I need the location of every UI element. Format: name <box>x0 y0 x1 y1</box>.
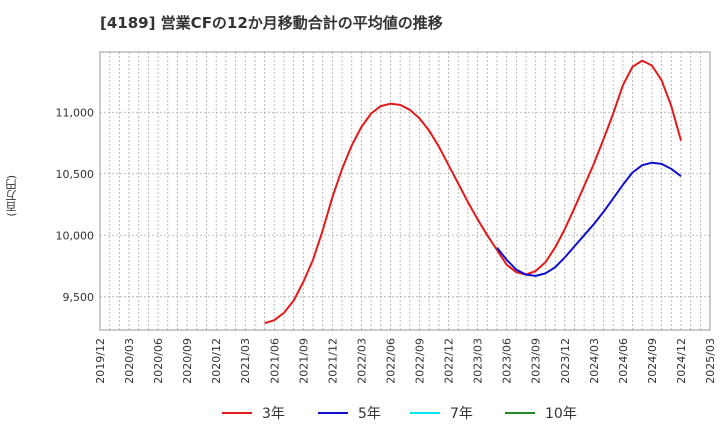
legend-label: 7年 <box>450 406 473 422</box>
x-tick-label: 2023/12 <box>559 338 572 384</box>
series-line-5年 <box>496 161 682 277</box>
y-tick-label: 11,000 <box>56 106 95 119</box>
x-tick-label: 2020/09 <box>181 338 194 384</box>
x-tick-label: 2020/03 <box>123 338 136 384</box>
x-tick-label: 2023/03 <box>472 338 485 384</box>
y-tick-label: 10,500 <box>56 168 95 181</box>
x-tick-label: 2021/09 <box>297 338 310 384</box>
x-tick-labels: 2019/12 2020/03 2020/06 2020/09 2020/12 2021/… <box>94 338 717 384</box>
x-tick-label: 2024/09 <box>646 338 659 384</box>
y-tick-labels: 9,500 10,000 10,500 11,000 <box>56 106 95 304</box>
x-tick-label: 2021/03 <box>239 338 252 384</box>
x-tick-label: 2022/09 <box>414 338 427 384</box>
x-tick-label: 2024/03 <box>588 338 601 384</box>
x-tick-label: 2022/12 <box>443 338 456 384</box>
legend-label: 10年 <box>545 406 577 422</box>
legend-label: 3年 <box>262 406 285 422</box>
x-tick-label: 2025/03 <box>704 338 717 384</box>
x-tick-label: 2022/06 <box>384 338 397 384</box>
x-tick-label: 2023/06 <box>501 338 514 384</box>
x-tick-label: 2021/12 <box>326 338 339 384</box>
chart-title: [4189] 営業CFの12か月移動合計の平均値の推移 <box>100 14 443 32</box>
x-tick-label: 2024/12 <box>675 338 688 384</box>
y-tick-label: 10,000 <box>56 229 95 242</box>
y-tick-label: 9,500 <box>63 291 95 304</box>
x-tick-label: 2021/06 <box>268 338 281 384</box>
x-tick-label: 2022/03 <box>355 338 368 384</box>
series-line-3年 <box>264 59 682 325</box>
plot-frame <box>99 51 711 331</box>
grid-lines <box>100 52 710 330</box>
x-tick-label: 2019/12 <box>94 338 107 384</box>
x-tick-label: 2020/12 <box>210 338 223 384</box>
legend: 3年 5年 7年 10年 <box>222 406 577 422</box>
x-tick-label: 2023/09 <box>530 338 543 384</box>
legend-label: 5年 <box>358 406 381 422</box>
x-tick-label: 2020/06 <box>152 338 165 384</box>
series-lines <box>264 59 682 325</box>
x-tick-label: 2024/06 <box>617 338 630 384</box>
